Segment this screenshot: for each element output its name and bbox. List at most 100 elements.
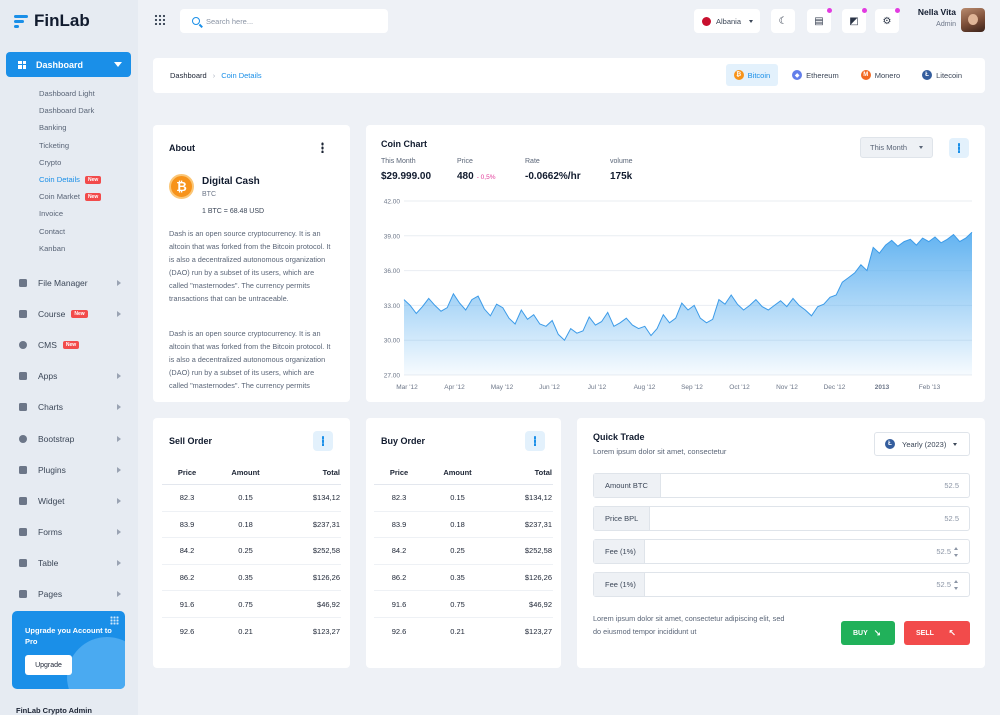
table-row[interactable]: 82.3 0.15 $134,12: [162, 485, 341, 512]
fee-input[interactable]: 52.5: [645, 540, 969, 563]
table-row[interactable]: 82.3 0.15 $134,12: [374, 485, 553, 512]
sidebar-item-dashboard[interactable]: Dashboard: [6, 52, 131, 77]
language-label: Albania: [716, 16, 742, 26]
tab-monero[interactable]: M Monero: [853, 64, 908, 86]
spinner-icon[interactable]: [954, 579, 959, 590]
table-row[interactable]: 84.2 0.25 $252,58: [162, 538, 341, 565]
sidebar-nav: File Manager Course New CMS New Apps Chart…: [19, 267, 124, 610]
page-icon: [19, 590, 27, 599]
book-icon: [19, 309, 27, 318]
submenu-item-ticketing[interactable]: Ticketing: [39, 140, 70, 150]
submenu-item-banking[interactable]: Banking: [39, 123, 67, 133]
breadcrumb-root[interactable]: Dashboard: [170, 71, 207, 80]
submenu-item-contact[interactable]: Contact: [39, 226, 66, 236]
dark-mode-button[interactable]: ☾: [771, 9, 795, 33]
settings-button[interactable]: ⚙: [875, 8, 900, 33]
apps-icon: [19, 372, 27, 381]
sell-button[interactable]: SELL ↖: [904, 621, 970, 645]
arrow-up-left-icon: ↖: [948, 627, 956, 638]
stat-label: Rate: [525, 158, 540, 165]
sidebar-item-forms[interactable]: Forms: [19, 517, 124, 548]
sidebar-item-apps[interactable]: Apps: [19, 361, 124, 392]
table-row[interactable]: 83.9 0.18 $237,31: [374, 512, 553, 539]
chat-icon: ▤: [814, 15, 824, 27]
sidebar-item-pages[interactable]: Pages: [19, 579, 124, 610]
search-input[interactable]: [206, 16, 366, 26]
submenu-item-dashboard-light[interactable]: Dashboard Light: [39, 89, 95, 99]
user-info[interactable]: Nella Vita Admin: [911, 7, 956, 28]
spinner-icon[interactable]: [954, 546, 959, 557]
tab-ethereum[interactable]: ◆ Ethereum: [784, 64, 847, 86]
ethereum-icon: ◆: [792, 70, 803, 80]
table-row[interactable]: 83.9 0.18 $237,31: [162, 512, 341, 539]
year-select[interactable]: Ł Yearly (2023): [874, 432, 970, 456]
folder-icon: [19, 278, 27, 287]
coin-chart-card: Coin Chart This Month $29.999.00 Price 4…: [366, 125, 985, 402]
submenu-item-coin-market[interactable]: Coin Market New: [39, 188, 102, 205]
avatar[interactable]: [961, 8, 985, 32]
submenu-item-crypto[interactable]: Crypto: [39, 157, 62, 167]
table-row[interactable]: 91.6 0.75 $46,92: [162, 591, 341, 618]
dashboard-submenu: Dashboard Light Dashboard Dark Banking T…: [39, 85, 102, 257]
table-row[interactable]: 86.2 0.35 $126,26: [374, 565, 553, 592]
fee-field: Fee (1%) 52.5: [593, 572, 970, 597]
widget-icon: [19, 496, 27, 505]
sidebar-item-cms[interactable]: CMS New: [19, 329, 124, 360]
app-name: FinLab: [34, 11, 90, 30]
messages-button[interactable]: ▤: [807, 8, 832, 33]
sidebar-item-bootstrap[interactable]: Bootstrap: [19, 423, 124, 454]
chevron-right-icon: ›: [212, 71, 216, 80]
y-tick-label: 33.00: [384, 303, 401, 310]
notification-dot: [895, 8, 900, 13]
submenu-item-dashboard-dark[interactable]: Dashboard Dark: [39, 106, 95, 116]
x-tick-label: Nov '12: [776, 384, 798, 391]
new-badge: New: [62, 340, 80, 349]
search-box: [180, 9, 388, 33]
table-row[interactable]: 84.2 0.25 $252,58: [374, 538, 553, 565]
tab-bitcoin[interactable]: ₿ Bitcoin: [725, 64, 779, 86]
puzzle-icon: [19, 465, 27, 474]
sidebar-item-plugins[interactable]: Plugins: [19, 454, 124, 485]
upgrade-button[interactable]: Upgrade: [25, 655, 72, 675]
chevron-right-icon: [117, 591, 121, 598]
more-vertical-icon[interactable]: [321, 142, 324, 153]
chevron-right-icon: [117, 279, 121, 286]
coin-symbol: BTC: [202, 191, 216, 198]
more-options-button[interactable]: [313, 431, 333, 451]
chevron-right-icon: [117, 560, 121, 567]
fee-input[interactable]: 52.5: [645, 573, 969, 596]
buy-button[interactable]: BUY ↘: [841, 621, 895, 645]
tab-litecoin[interactable]: Ł Litecoin: [914, 64, 970, 86]
stat-label: volume: [610, 158, 633, 165]
range-select[interactable]: This Month: [860, 137, 933, 158]
coin-tabs: ₿ Bitcoin ◆ Ethereum M Monero Ł Litecoin: [725, 64, 970, 86]
price-bpl-input[interactable]: 52.5: [944, 514, 959, 523]
albania-flag-icon: [702, 16, 711, 26]
submenu-item-invoice[interactable]: Invoice: [39, 209, 64, 219]
amount-btc-input[interactable]: 52.5: [944, 481, 959, 490]
app-logo[interactable]: FinLab: [14, 11, 90, 31]
sidebar-item-file-manager[interactable]: File Manager: [19, 267, 124, 298]
gear-icon: ⚙: [882, 15, 892, 27]
table-row[interactable]: 86.2 0.35 $126,26: [162, 565, 341, 592]
language-select[interactable]: Albania: [694, 9, 760, 33]
coin-name: Digital Cash: [202, 176, 260, 187]
sidebar-item-charts[interactable]: Charts: [19, 392, 124, 423]
more-options-button[interactable]: [949, 138, 969, 158]
litecoin-icon: Ł: [885, 439, 895, 449]
more-options-button[interactable]: [525, 431, 545, 451]
sidebar-item-widget[interactable]: Widget: [19, 485, 124, 516]
table-row[interactable]: 92.6 0.21 $123,27: [391, 626, 552, 636]
gear-icon: [19, 340, 27, 349]
sidebar-item-course[interactable]: Course New: [19, 298, 124, 329]
dots-pattern-icon: [110, 616, 119, 625]
menu-grid-icon[interactable]: [154, 14, 165, 25]
submenu-item-coin-details[interactable]: Coin Details New: [39, 171, 102, 188]
moon-icon: ☾: [778, 15, 788, 27]
sidebar-item-table[interactable]: Table: [19, 548, 124, 579]
notifications-button[interactable]: ◩: [842, 8, 867, 33]
submenu-item-kanban[interactable]: Kanban: [39, 243, 66, 253]
table-row[interactable]: 91.6 0.75 $46,92: [374, 591, 553, 618]
heart-icon: [19, 434, 27, 443]
table-row[interactable]: 92.6 0.21 $123,27: [179, 626, 340, 636]
